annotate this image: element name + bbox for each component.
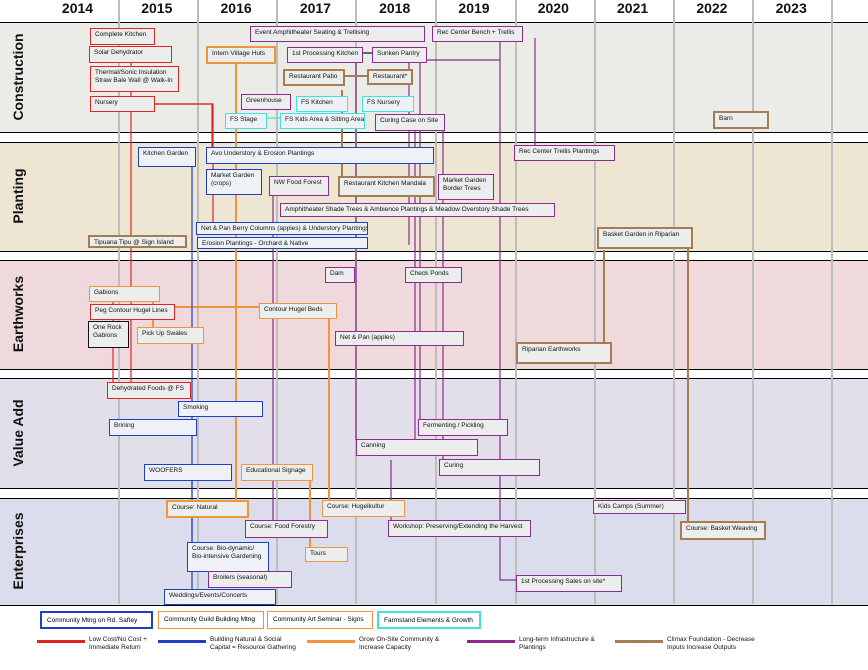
activity-box-peg-contour-hugel-lines[interactable]: Peg Contour Hugel Lines [90,304,175,320]
legend-box-community-mtng-on-rd-saftey: Community Mtng on Rd. Saftey [40,611,153,629]
activity-box-intern-village-huts[interactable]: Intern Village Huts [206,46,276,64]
legend-swatch-orange [307,640,355,643]
activity-box-fs-kids-area-sitting-area[interactable]: FS Kids Area & Sitting Area [280,113,365,129]
activity-box-event-amphitheater-seating-trellising[interactable]: Event Amphitheater Seating & Trellising [250,26,425,42]
year-gridline [515,0,517,604]
year-gridline [276,0,278,604]
activity-box-restaurant[interactable]: Restaurant* [367,69,413,85]
activity-box-restaurant-kitchen-mandala[interactable]: Restaurant Kitchen Mandala [338,176,435,197]
activity-box-nursery[interactable]: Nursery [90,96,155,112]
activity-box-tours[interactable]: Tours [305,547,348,562]
activity-box-canning[interactable]: Canning [356,439,478,456]
activity-box-net-pan-berry-columns-apples-understory-plantings[interactable]: Net & Pan Berry Columns (apples) & Under… [196,222,368,235]
year-header-2017: 2017 [299,0,331,16]
activity-box-curing-case-on-site[interactable]: Curing Case on Site [375,114,445,131]
section-label-value-add: Value Add [10,399,26,467]
year-gridline [831,0,833,604]
activity-box-pick-up-swales[interactable]: Pick Up Swales [137,327,204,344]
activity-box-kids-camps-summer[interactable]: Kids Camps (Summer) [593,500,686,514]
activity-box-fs-nursery[interactable]: FS Nursery [362,96,414,112]
legend-swatch-red [37,640,85,643]
year-header-2016: 2016 [220,0,252,16]
year-gridline [435,0,437,604]
legend-swatch-brown [615,640,663,643]
activity-box-1st-processing-sales-on-site[interactable]: 1st Processing Sales on site* [516,575,622,592]
band-enterprises [0,498,868,606]
activity-box-gabions[interactable]: Gabions [89,286,160,302]
activity-box-fermenting-pickling[interactable]: Fermenting / Pickling [418,419,508,436]
year-gridline [594,0,596,604]
activity-box-dehydrated-foods-fs[interactable]: Dehydrated Foods @ FS [107,382,191,399]
activity-box-rec-center-bench-trellis[interactable]: Rec Center Bench + Trellis [432,26,523,42]
activity-box-1st-processing-kitchen[interactable]: 1st Processing Kitchen [287,47,363,63]
activity-box-smoking[interactable]: Smoking [178,401,263,417]
section-label-planting: Planting [10,168,26,224]
activity-box-market-garden-border-trees[interactable]: Market Garden Border Trees [438,174,494,200]
activity-box-greenhouse[interactable]: Greenhouse [241,94,291,110]
year-header-2020: 2020 [537,0,569,16]
activity-box-tipuana-tipu-sign-island[interactable]: Tipuana Tipu @ Sign Island [88,235,187,248]
activity-box-thermal-sonic-insulation-straw-bale-wall-walk-in[interactable]: Thermal/Sonic Insulation Straw Bale Wall… [90,66,179,92]
activity-box-solar-dehydrator[interactable]: Solar Dehydrator [89,46,172,63]
year-gridline [752,0,754,604]
activity-box-brining[interactable]: Brining [109,419,197,436]
activity-box-complete-kitchen[interactable]: Complete Kitchen [90,28,155,45]
activity-box-riparian-earthworks[interactable]: Riparian Earthworks [516,342,612,364]
activity-box-curing[interactable]: Curing [439,459,540,476]
year-header-2014: 2014 [61,0,94,16]
activity-box-fs-stage[interactable]: FS Stage [225,113,267,129]
year-gridline [673,0,675,604]
year-header-2022: 2022 [696,0,728,16]
activity-box-one-rock-gabions[interactable]: One Rock Gabions [88,321,129,348]
activity-box-educational-signage[interactable]: Educational Signage [241,464,313,481]
activity-box-kitchen-garden[interactable]: Kitchen Garden [138,147,196,167]
activity-box-amphitheater-shade-trees-ambience-plantings-meadow-overstory-shade-trees[interactable]: Amphitheater Shade Trees & Ambience Plan… [280,203,555,217]
activity-box-barn[interactable]: Barn [713,111,769,129]
activity-box-basket-garden-in-riparian[interactable]: Basket Garden in Riparian [597,227,693,249]
legend-swatch-purple [467,640,515,643]
activity-box-fs-kitchen[interactable]: FS Kitchen [296,96,348,112]
activity-box-rec-center-trellis-plantings[interactable]: Rec Center Trellis Plantings [514,145,615,161]
legend-label-orange: Grow On-Site Community & Increase Capaci… [359,636,440,651]
year-header-2019: 2019 [458,0,490,16]
legend-swatch-blue [158,640,206,643]
section-label-earthworks: Earthworks [10,275,26,353]
year-header-2023: 2023 [775,0,807,16]
activity-box-market-garden-crops[interactable]: Market Garden (crops) [206,169,262,195]
legend-label-red: Low Cost/No Cost + Immediate Return [89,636,147,651]
activity-box-contour-hugel-beds[interactable]: Contour Hugel Beds [259,303,337,319]
section-label-enterprises: Enterprises [10,512,26,590]
activity-box-course-natural[interactable]: Course: Natural [166,500,249,518]
year-header-2021: 2021 [617,0,649,16]
activity-box-dam[interactable]: Dam [325,267,355,283]
year-gridline [197,0,199,604]
activity-box-course-basket-weaving[interactable]: Course: Basket Weaving [680,521,766,540]
activity-box-restaurant-patio[interactable]: Restaurant Patio [283,69,345,86]
legend-label-blue: Building Natural & Social Capital = Reso… [210,636,296,651]
activity-box-broilers-seasonal[interactable]: Broilers (seasonal) [208,571,292,588]
activity-box-course-food-forestry[interactable]: Course: Food Forestry [245,520,328,538]
activity-box-sunken-pantry[interactable]: Sunken Pantry [372,47,427,63]
activity-box-course-hugelkultur[interactable]: Course: Hugelkultur [322,500,405,517]
year-header-2015: 2015 [141,0,173,16]
activity-box-net-pan-apples[interactable]: Net & Pan (apples) [335,331,464,346]
activity-box-check-ponds[interactable]: Check Ponds [405,267,462,283]
activity-box-erosion-plantings-orchard-native[interactable]: Erosion Plantings - Orchard & Native [197,237,368,249]
activity-box-workshop-preserving-extending-the-harvest[interactable]: Workshop: Preserving/Extending the Harve… [388,520,531,537]
activity-box-course-bio-dynamic-bio-intensive-gardening[interactable]: Course: Bio-dynamic/ Bio-intensive Garde… [187,542,269,572]
legend-label-brown: Climax Foundation - Decrease Inputs Incr… [667,636,755,651]
activity-box-nw-food-forest[interactable]: NW Food Forest [269,176,329,196]
legend-box-community-guild-building-mtng: Community Guild Building Mtng [158,611,264,629]
year-gridline [118,0,120,604]
year-header-2018: 2018 [379,0,411,16]
section-label-construction: Construction [10,33,26,121]
activity-box-woofers[interactable]: WOOFERS [144,464,232,481]
legend-label-purple: Long-term Infrastructure & Plantings [519,636,595,651]
legend-box-community-art-seminar-signs: Community Art Seminar - Signs [267,611,373,629]
activity-box-weddings-events-concerts[interactable]: Weddings/Events/Concerts [164,589,276,605]
legend-box-farmstand-elements-growth: Farmstand Elements & Growth [377,611,481,629]
activity-box-avo-understory-erosion-plantings[interactable]: Avo Understory & Erosion Plantings [206,147,434,164]
